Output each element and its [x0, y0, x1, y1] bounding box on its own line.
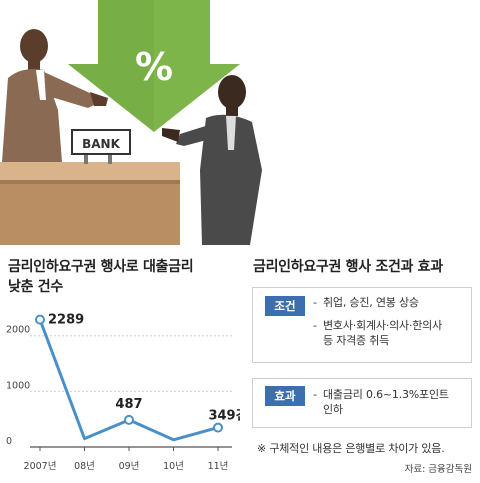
condition-item-2: - 변호사·회계사·의사·한의사 [313, 319, 443, 332]
chart-title: 금리인하요구권 행사로 대출금리 낮춘 건수 [8, 257, 248, 297]
condition-item-2-cont: 등 자격증 취득 [323, 334, 390, 347]
x-tick-label: 09년 [119, 461, 140, 472]
percent-icon: % [135, 45, 173, 89]
x-tick-label: 08년 [74, 461, 95, 472]
customer-figure [162, 75, 262, 245]
conditions-tag: 조건 [265, 296, 305, 316]
x-axis-ticks: 2007년 08년 09년 10년 11년 [24, 447, 229, 472]
effect-item-1-cont: 인하 [323, 403, 343, 416]
data-label: 2289 [48, 313, 84, 328]
effects-tag: 효과 [265, 386, 305, 406]
line-chart: 2000 1000 0 2007년 08년 09년 10년 11년 2289 487 349건 [6, 313, 240, 472]
x-tick-label: 10년 [163, 461, 184, 472]
data-point [35, 314, 45, 325]
conditions-title: 금리인하요구권 행사 조건과 효과 [253, 259, 443, 275]
chart-title-line2: 낮춘 건수 [8, 279, 63, 295]
conditions-box: 조건 - 취업, 승진, 연봉 상승 - 변호사·회계사·의사·한의사 등 자격증 … [252, 287, 472, 363]
svg-text:BANK: BANK [82, 137, 120, 151]
y-tick-label: 0 [6, 436, 12, 447]
data-label: 349건 [208, 408, 240, 424]
down-arrow-icon [68, 0, 240, 132]
y-tick-label: 1000 [6, 380, 30, 391]
footnote: ※ 구체적인 내용은 은행별로 차이가 있음. [257, 442, 445, 455]
x-tick-label: 2007년 [24, 461, 57, 472]
data-labels: 2289 487 349건 [48, 313, 240, 424]
bank-sign-icon: BANK [71, 129, 131, 164]
data-label: 487 [115, 397, 142, 412]
y-axis-ticks: 2000 1000 0 [6, 325, 30, 447]
source-credit: 자료: 금융감독원 [404, 464, 472, 475]
series-points [35, 314, 223, 433]
data-point [213, 422, 223, 433]
bank-counter [0, 162, 180, 245]
effect-item-1: - 대출금리 0.6~1.3%포인트 [313, 388, 449, 401]
effects-box: 효과 - 대출금리 0.6~1.3%포인트 인하 [252, 378, 472, 428]
y-tick-label: 2000 [6, 325, 30, 336]
data-point [124, 414, 134, 425]
illustration: % BANK [0, 0, 262, 245]
bank-clerk-figure [2, 29, 108, 162]
chart-title-line1: 금리인하요구권 행사로 대출금리 [8, 259, 194, 275]
x-tick-label: 11년 [208, 461, 229, 472]
condition-item-1: - 취업, 승진, 연봉 상승 [313, 296, 419, 309]
chart-grid [30, 335, 232, 448]
